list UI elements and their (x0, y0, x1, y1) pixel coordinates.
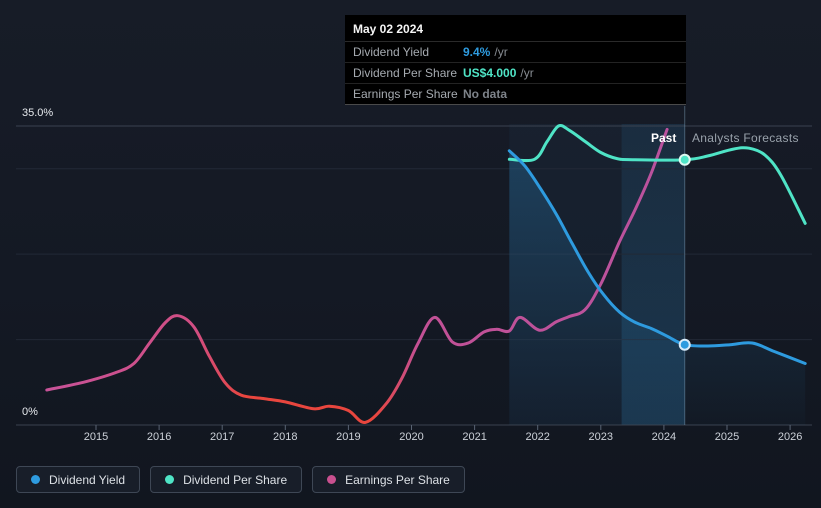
analysts-forecasts-section-label: Analysts Forecasts (692, 131, 799, 145)
tooltip-label: Dividend Per Share (353, 66, 458, 80)
x-axis-label-2023: 2023 (588, 431, 614, 443)
tooltip-row-dividend-yield: Dividend Yield 9.4% /yr (345, 42, 686, 63)
x-axis-label-2017: 2017 (209, 431, 235, 443)
x-axis-label-2025: 2025 (714, 431, 740, 443)
dividend-per-share-dot-icon (165, 475, 175, 484)
x-axis-label-2018: 2018 (273, 431, 298, 443)
tooltip-label: Earnings Per Share (353, 87, 458, 101)
dividend-history-chart[interactable] (0, 0, 821, 460)
x-axis-label-2024: 2024 (651, 431, 677, 443)
x-axis-label-2015: 2015 (83, 431, 109, 443)
x-axis-label-2020: 2020 (399, 431, 424, 443)
dividend-yield-marker[interactable] (678, 338, 691, 351)
legend-label: Dividend Per Share (183, 472, 288, 487)
x-axis-label-2021: 2021 (462, 431, 487, 443)
tooltip-row-dividend-per-share: Dividend Per Share US$4.000 /yr (345, 63, 686, 84)
tooltip-value: US$4.000 (463, 66, 517, 80)
tooltip-row-earnings-per-share: Earnings Per Share No data (345, 84, 686, 104)
dividend-yield-line (507, 149, 807, 365)
x-axis-label-2022: 2022 (525, 431, 550, 443)
tooltip-label: Dividend Yield (353, 45, 430, 59)
legend-label: Earnings Per Share (345, 472, 450, 487)
chart-tooltip: May 02 2024 Dividend Yield 9.4% /yr Divi… (345, 15, 686, 105)
legend-item-dividend-yield[interactable]: Dividend Yield (16, 466, 141, 493)
x-axis-label-2019: 2019 (336, 431, 361, 443)
tooltip-value: 9.4% (463, 45, 491, 59)
y-axis-label-top: 35.0% (22, 107, 54, 119)
tooltip-unit: /yr (494, 45, 508, 59)
dividend-yield-dot-icon (31, 475, 40, 484)
tooltip-date: May 02 2024 (345, 15, 686, 42)
legend-item-earnings-per-share[interactable]: Earnings Per Share (312, 466, 465, 493)
earnings-per-share-dot-icon (327, 475, 337, 484)
y-axis-label-bottom: 0% (22, 406, 38, 418)
tooltip-unit: /yr (520, 66, 534, 80)
tooltip-value: No data (463, 87, 508, 101)
dividend-per-share-line (507, 124, 807, 225)
dividend-yield-area-fill (509, 150, 806, 426)
chart-legend: Dividend Yield Dividend Per Share Earnin… (16, 466, 465, 493)
dividend-per-share-marker[interactable] (678, 153, 691, 166)
earnings-per-share-line (45, 127, 669, 424)
x-axis-label-2026: 2026 (777, 431, 803, 443)
legend-label: Dividend Yield (49, 472, 126, 487)
past-section-label: Past (651, 131, 677, 145)
x-axis-label-2016: 2016 (146, 431, 172, 443)
legend-item-dividend-per-share[interactable]: Dividend Per Share (150, 466, 303, 493)
